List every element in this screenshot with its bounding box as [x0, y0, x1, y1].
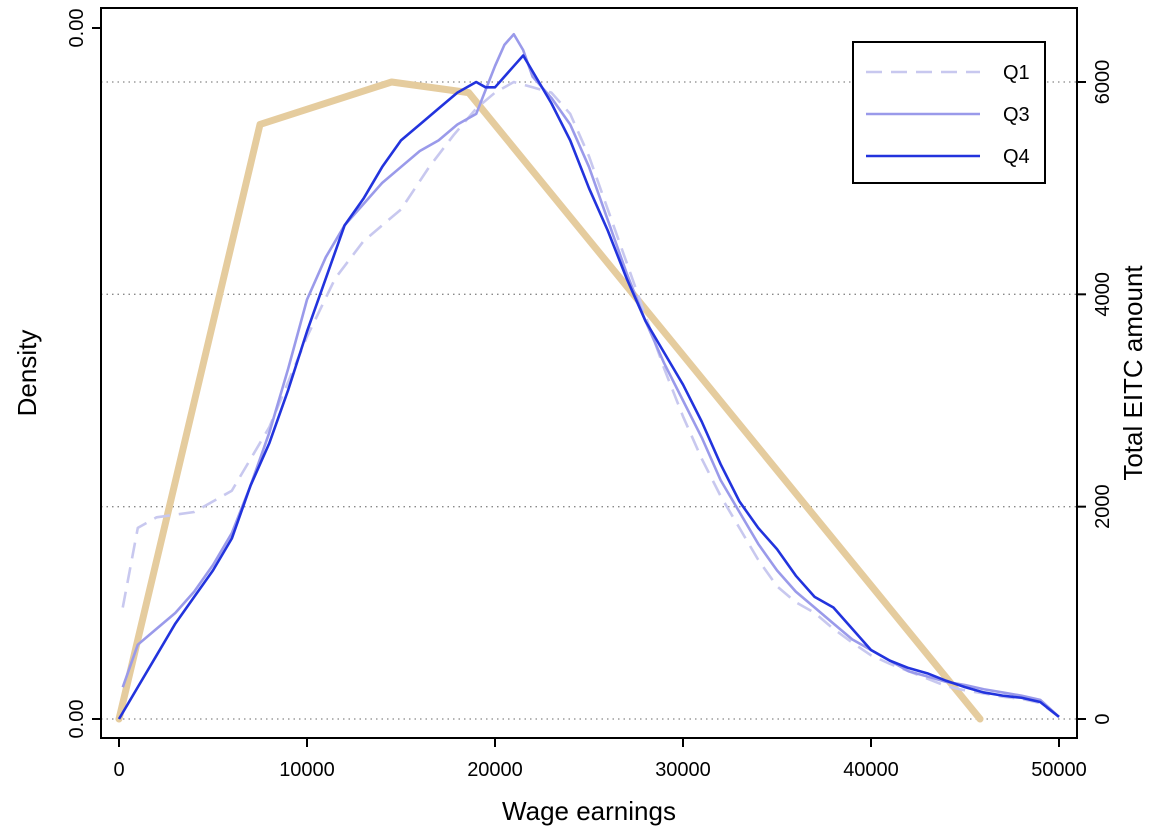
series-line-q4	[117, 54, 1060, 720]
density-series-layer	[117, 32, 1060, 720]
legend-label-q3: Q3	[1003, 104, 1030, 126]
y-left-axis: 0.00 0.00	[66, 9, 101, 739]
y-right-axis: 0 2000 4000 6000	[1077, 60, 1114, 725]
y-left-tick-label: 0.00	[66, 9, 88, 48]
plot-frame	[100, 7, 1078, 739]
eitc-schedule-line	[115, 78, 984, 723]
x-axis: 0 10000 20000 30000 40000 50000	[113, 738, 1087, 781]
legend-box	[852, 41, 1046, 184]
y-left-tick-label: 0.00	[66, 700, 88, 739]
y-right-tick-label: 6000	[1092, 60, 1114, 105]
x-tick-label: 0	[113, 759, 124, 781]
x-tick-label: 10000	[279, 759, 335, 781]
x-tick-label: 20000	[467, 759, 523, 781]
series-line-q1	[121, 80, 1060, 718]
y-right-tick-label: 2000	[1092, 484, 1114, 528]
x-tick-label: 40000	[843, 759, 899, 781]
eitc-schedule-layer	[115, 78, 984, 723]
legend: Q1 Q3 Q4	[852, 41, 1046, 184]
y-right-tick-label: 0	[1092, 713, 1114, 724]
legend-label-q1: Q1	[1003, 62, 1030, 84]
y-right-tick-label: 4000	[1092, 272, 1114, 317]
x-tick-label: 50000	[1031, 759, 1087, 781]
x-tick-label: 30000	[655, 759, 711, 781]
y2-axis-title: Total EITC amount	[1118, 265, 1148, 481]
y-axis-title: Density	[12, 330, 42, 417]
x-axis-title: Wage earnings	[502, 796, 676, 826]
legend-label-q4: Q4	[1003, 146, 1030, 168]
